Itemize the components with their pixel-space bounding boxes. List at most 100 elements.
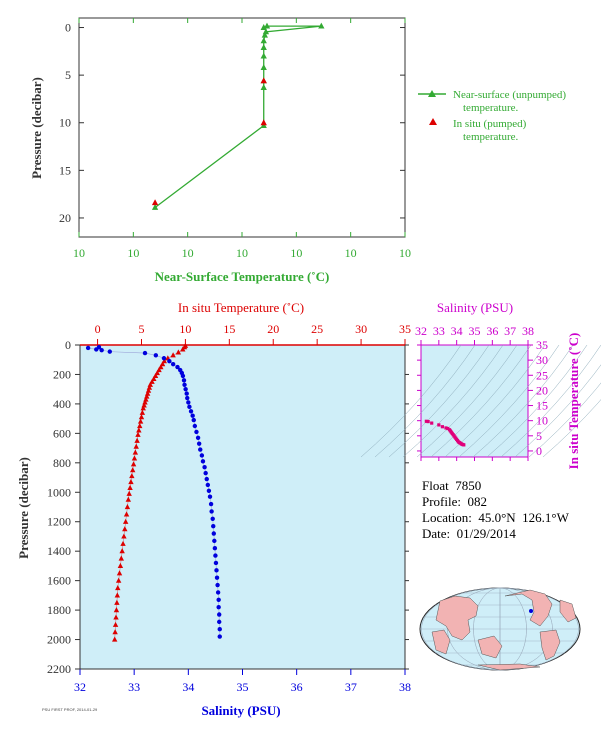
temperature-point [126, 490, 132, 496]
temperature-tick-label: 15 [223, 322, 235, 336]
temperature-point [141, 402, 147, 408]
map-land [431, 589, 577, 671]
temperature-point [134, 437, 140, 443]
pressure-tick-label: 400 [53, 397, 71, 411]
temperature-tick-label: 25 [311, 322, 323, 336]
salinity-point [213, 560, 219, 566]
temperature-tick-label: 35 [399, 322, 411, 336]
ts-density-contour [374, 344, 476, 458]
salinity-tick-label: 32 [74, 680, 86, 694]
salinity-point [212, 546, 218, 551]
ts-y-tick-label: 10 [536, 414, 548, 428]
ts-x-tick-label: 38 [522, 324, 534, 338]
near-surface-unpumped-point [260, 44, 267, 50]
salinity-point [191, 417, 196, 423]
salinity-tick-label: 38 [399, 680, 411, 694]
salinity-point [200, 459, 206, 464]
ts-x-tick-label: 37 [504, 324, 516, 338]
salinity-point [211, 531, 216, 536]
ts-plot-area [420, 344, 529, 458]
salinity-point [96, 345, 102, 350]
salinity-tick-label: 33 [128, 680, 140, 694]
ts-density-contour [430, 344, 532, 458]
salinity-point [202, 465, 207, 470]
salinity-point [216, 597, 221, 602]
temperature-point [122, 526, 128, 532]
profile-xlabel: Salinity (PSU) [201, 703, 280, 718]
near-surface-y-tick-label: 15 [59, 163, 71, 177]
salinity-point [182, 382, 187, 387]
near-surface-y-tick-label: 20 [59, 211, 71, 225]
near-surface-unpumped-point [260, 52, 267, 59]
temperature-point [139, 409, 146, 415]
salinity-point [207, 494, 213, 499]
salinity-point [217, 634, 222, 639]
ts-density-contour [472, 344, 574, 458]
ts-y-tick-label: 25 [536, 368, 548, 382]
near-surface-unpumped-point [260, 84, 267, 90]
near-surface-xlabel: Near-Surface Temperature (˚C) [155, 269, 330, 284]
near-surface-unpumped-point [261, 31, 268, 38]
ts-x-tick-label: 33 [433, 324, 445, 338]
salinity-point [198, 447, 203, 452]
salinity-point [180, 373, 186, 379]
salinity-point [217, 627, 222, 632]
temperature-point [137, 423, 143, 429]
salinity-point [181, 378, 187, 383]
temperature-point [121, 533, 127, 539]
ts-point [462, 443, 466, 447]
profile-marks [85, 342, 222, 642]
pressure-tick-label: 2200 [47, 662, 71, 676]
float-location-marker [529, 609, 533, 613]
ts-x-tick-label: 34 [451, 324, 463, 338]
temperature-point [138, 414, 145, 420]
temperature-point [140, 405, 146, 411]
legend-label-pumped-2: temperature. [463, 131, 519, 143]
salinity-point [199, 453, 205, 458]
near-surface-y-tick-label: 10 [59, 116, 71, 130]
temperature-point [113, 614, 119, 620]
temperature-point [130, 461, 137, 467]
salinity-point [214, 575, 220, 580]
temperature-point [144, 393, 150, 399]
near-surface-plot-area [78, 17, 406, 238]
ts-density-contours [360, 344, 601, 458]
ts-y-tick-label: 5 [536, 429, 542, 443]
salinity-point [107, 349, 112, 354]
temperature-point [130, 467, 136, 473]
ts-xlabel: Salinity (PSU) [437, 300, 513, 315]
temperature-point [132, 449, 139, 455]
profile-plot-area [79, 344, 406, 670]
ts-density-contour [444, 344, 546, 458]
profile-date: Date: 01/29/2014 [422, 526, 516, 541]
temperature-point [145, 387, 152, 393]
ts-y-tick-label: 35 [536, 338, 548, 352]
salinity-point [206, 488, 212, 493]
salinity-point [190, 413, 195, 418]
near-surface-x-tick-label: 10 [290, 246, 302, 260]
temperature-point [128, 478, 134, 485]
near-surface-unpumped-point [263, 22, 271, 29]
ts-x-tick-label: 35 [469, 324, 481, 338]
temperature-point [111, 636, 118, 642]
temperature-point [143, 396, 149, 402]
near-surface-unpumped-point [260, 64, 267, 70]
salinity-point [188, 409, 194, 414]
salinity-point [215, 582, 220, 588]
salinity-point [85, 345, 91, 351]
temperature-point [125, 496, 132, 502]
temperature-point [175, 349, 182, 355]
temperature-point [114, 599, 120, 605]
salinity-point [212, 538, 217, 544]
salinity-point [183, 386, 188, 392]
profile-title: In situ Temperature (˚C) [178, 300, 304, 315]
temperature-point [122, 518, 129, 524]
temperature-point [137, 418, 144, 424]
temperature-point [114, 592, 121, 598]
near-surface-ticks: 10 10 10 10 10 10 10 0 5 10 15 20 [59, 18, 411, 260]
ts-density-contour [542, 399, 601, 458]
ts-density-contour [458, 344, 560, 458]
ts-point [437, 423, 441, 427]
ts-marks [424, 419, 466, 447]
